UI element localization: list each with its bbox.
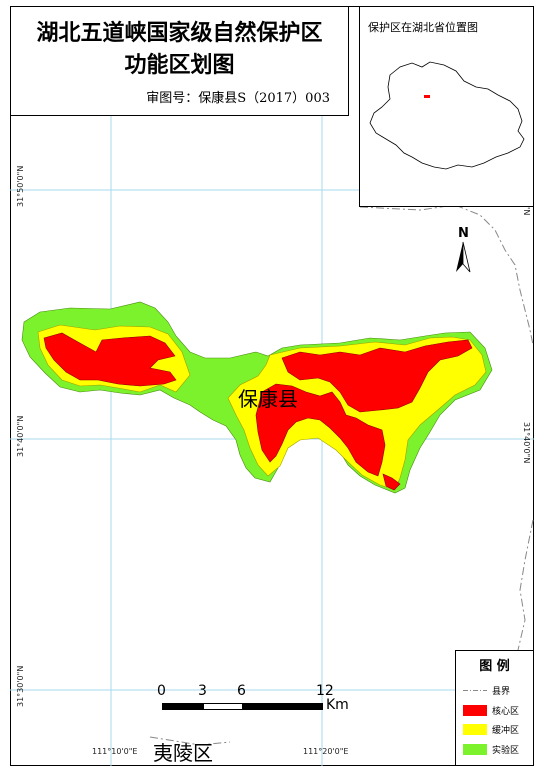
inset-label: 保护区在湖北省位置图 (368, 21, 478, 34)
scale-tick-0: 0 (157, 683, 166, 699)
lat-label-mid: 31°40'0"N (16, 415, 25, 457)
location-inset: 保护区在湖北省位置图 (359, 6, 534, 207)
north-arrow-icon (456, 241, 471, 273)
title-panel: 湖北五道峡国家级自然保护区 功能区划图 审图号：保康县S（2017）003 (10, 6, 349, 116)
approval-number: 审图号：保康县S（2017）003 (146, 91, 330, 106)
lat-label-right-mid: 31°40'0"N (522, 422, 531, 464)
map-subtitle: 功能区划图 (124, 52, 235, 78)
lat-label-bottom: 31°30'0"N (16, 665, 25, 707)
lon-label-left: 111°10'0"E (92, 747, 138, 756)
scale-unit: Km (326, 697, 349, 713)
scale-bar: 0 3 6 12 Km (150, 683, 360, 723)
zone-core (382, 473, 401, 491)
scale-segment-1 (162, 703, 203, 710)
scale-segment-2 (203, 703, 243, 710)
zone-core (255, 383, 386, 477)
reserve-location-marker (424, 95, 430, 98)
north-arrow: N (450, 226, 476, 278)
north-letter: N (458, 226, 469, 241)
legend-label: 实验区 (492, 746, 520, 756)
scale-segment-3 (243, 703, 323, 710)
hubei-outline (369, 61, 525, 170)
county-boundary (517, 519, 534, 651)
county-boundary (149, 736, 231, 746)
core-swatch (463, 705, 487, 716)
legend-title: 图 例 (479, 659, 510, 674)
lon-label-right: 111°20'0"E (303, 747, 349, 756)
legend-label: 核心区 (492, 707, 520, 717)
scale-tick-12: 12 (316, 683, 334, 699)
county-south-label: 夷陵区 (153, 741, 213, 765)
scale-tick-3: 3 (198, 683, 207, 699)
county-label: 保康县 (238, 387, 298, 411)
lat-label-top: 31°50'0"N (16, 165, 25, 207)
legend: 图 例 县界 核心区 缓冲区 实验区 (455, 650, 534, 766)
legend-label: 县界 (492, 687, 511, 697)
scale-tick-6: 6 (237, 683, 246, 699)
zone-core (43, 332, 177, 387)
buffer-swatch (463, 724, 487, 735)
zone-core (281, 339, 473, 413)
experimental-swatch (463, 744, 487, 755)
county-boundary (359, 204, 534, 346)
hubei-province-shape (369, 61, 525, 170)
legend-label: 缓冲区 (492, 726, 520, 736)
map-title: 湖北五道峡国家级自然保护区 (36, 20, 323, 46)
dashed-line-icon (463, 690, 487, 691)
